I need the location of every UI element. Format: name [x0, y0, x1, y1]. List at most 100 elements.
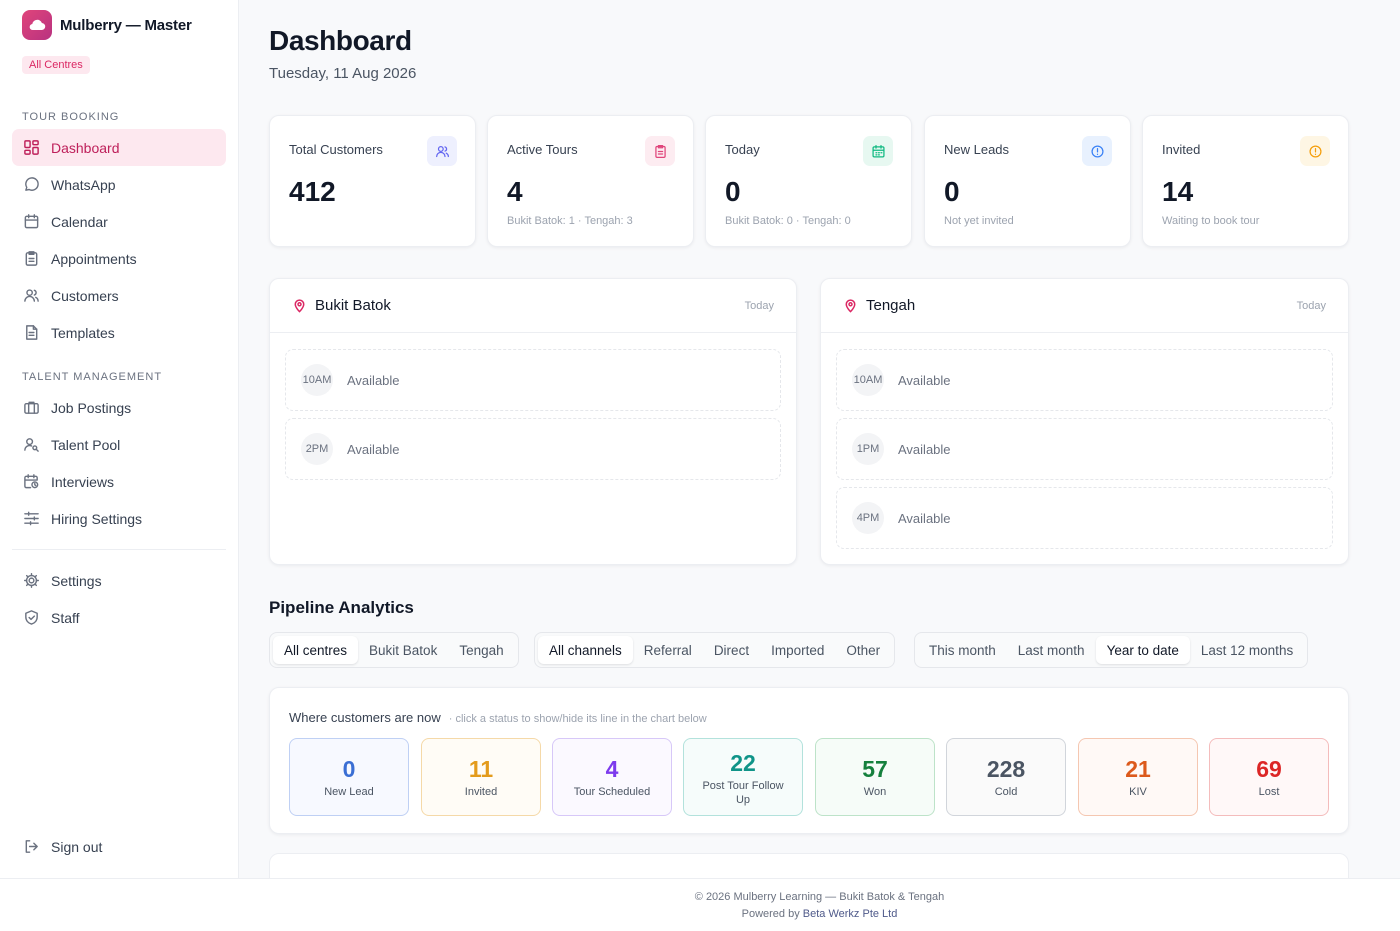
sliders-icon: [22, 510, 40, 528]
filter-tengah[interactable]: Tengah: [459, 642, 504, 658]
time-slot[interactable]: 10AM Available: [285, 349, 781, 411]
sidebar-item-customers[interactable]: Customers: [12, 277, 226, 314]
centre-card-tengah: Tengah Today 10AM Available 1PM Availabl…: [820, 278, 1349, 565]
status-title-text: Where customers are now: [289, 710, 441, 725]
stat-label: Active Tours: [507, 142, 578, 157]
sign-out-button[interactable]: Sign out: [12, 828, 226, 865]
users-icon: [22, 287, 40, 305]
page-title: Dashboard: [269, 25, 412, 56]
centre-day-label: Today: [1296, 299, 1326, 312]
user-search-icon: [22, 436, 40, 454]
calendar-icon: [863, 136, 893, 166]
users-icon: [427, 136, 457, 166]
status-label: Invited: [464, 786, 498, 798]
time-slot[interactable]: 2PM Available: [285, 418, 781, 480]
status-label: Tour Scheduled: [573, 786, 651, 798]
stat-label: Today: [725, 142, 760, 157]
slot-status: Available: [347, 372, 400, 388]
filter-referral[interactable]: Referral: [643, 642, 692, 658]
sidebar-item-whatsapp[interactable]: WhatsApp: [12, 166, 226, 203]
centre-header: Tengah Today: [821, 279, 1348, 333]
status-box-kiv[interactable]: 21 KIV: [1078, 738, 1198, 816]
status-count: 4: [605, 756, 619, 782]
briefcase-icon: [22, 399, 40, 417]
filter-other[interactable]: Other: [846, 642, 881, 658]
cloud-logo-icon: [22, 10, 52, 40]
status-label: Cold: [994, 786, 1018, 798]
status-summary-card: Where customers are now · click a status …: [269, 687, 1349, 834]
stat-card-invited[interactable]: Invited 14 Waiting to book tour: [1142, 115, 1349, 247]
status-label: Won: [863, 786, 887, 798]
status-box-post-tour-follow-up[interactable]: 22 Post Tour Follow Up: [683, 738, 803, 816]
sign-out-icon: [22, 838, 40, 856]
sidebar-item-label: Talent Pool: [51, 436, 121, 453]
alert-circle-icon: [1082, 136, 1112, 166]
status-box-tour-scheduled[interactable]: 4 Tour Scheduled: [552, 738, 672, 816]
stat-card-new-leads[interactable]: New Leads 0 Not yet invited: [924, 115, 1131, 247]
page-date: Tuesday, 11 Aug 2026: [269, 65, 417, 82]
slot-time: 4PM: [852, 502, 884, 534]
centre-card-bukit-batok: Bukit Batok Today 10AM Available 2PM Ava…: [269, 278, 797, 565]
sidebar-divider: [12, 549, 226, 550]
filter-this-month[interactable]: This month: [929, 642, 996, 658]
stat-value: 0: [725, 176, 741, 207]
status-count: 22: [730, 750, 756, 776]
status-count: 228: [986, 756, 1026, 782]
stat-value: 412: [289, 176, 336, 207]
sidebar-item-settings[interactable]: Settings: [12, 562, 226, 599]
filter-direct[interactable]: Direct: [713, 642, 750, 658]
filter-year-to-date[interactable]: Year to date: [1095, 636, 1190, 664]
sidebar-item-staff[interactable]: Staff: [12, 599, 226, 636]
sidebar-item-interviews[interactable]: Interviews: [12, 463, 226, 500]
time-slot[interactable]: 4PM Available: [836, 487, 1333, 549]
stat-card-today[interactable]: Today 0 Bukit Batok: 0 · Tengah: 0: [705, 115, 912, 247]
stat-sub: Bukit Batok: 1 · Tengah: 3: [507, 215, 633, 227]
clipboard-icon: [645, 136, 675, 166]
status-box-invited[interactable]: 11 Invited: [421, 738, 541, 816]
footer-powered: Powered by Beta Werkz Pte Ltd: [0, 908, 1400, 920]
time-slot[interactable]: 10AM Available: [836, 349, 1333, 411]
stat-card-active-tours[interactable]: Active Tours 4 Bukit Batok: 1 · Tengah: …: [487, 115, 694, 247]
sidebar-item-templates[interactable]: Templates: [12, 314, 226, 351]
status-count: 21: [1125, 756, 1151, 782]
sidebar-item-label: WhatsApp: [51, 176, 116, 193]
brand[interactable]: Mulberry — Master: [0, 0, 238, 40]
status-box-new-lead[interactable]: 0 New Lead: [289, 738, 409, 816]
sidebar-item-label: Interviews: [51, 473, 115, 490]
filter-bukit-batok[interactable]: Bukit Batok: [369, 642, 438, 658]
status-box-lost[interactable]: 69 Lost: [1209, 738, 1329, 816]
sidebar-item-label: Job Postings: [51, 399, 132, 416]
status-count: 69: [1256, 756, 1282, 782]
main-content: Dashboard Tuesday, 11 Aug 2026 Total Cus…: [239, 0, 1400, 878]
slot-time: 1PM: [852, 433, 884, 465]
centre-badge[interactable]: All Centres: [22, 56, 90, 74]
sidebar: Mulberry — Master All Centres Tour Booki…: [0, 0, 239, 878]
status-count: 57: [862, 756, 888, 782]
sidebar-item-dashboard[interactable]: Dashboard: [12, 129, 226, 166]
slot-status: Available: [898, 372, 951, 388]
sidebar-item-job-postings[interactable]: Job Postings: [12, 389, 226, 426]
filter-imported[interactable]: Imported: [771, 642, 825, 658]
brand-title: Mulberry — Master: [60, 16, 192, 34]
sidebar-item-talent-pool[interactable]: Talent Pool: [12, 426, 226, 463]
stat-label: Invited: [1162, 142, 1201, 157]
sidebar-item-label: Appointments: [51, 250, 137, 267]
footer-powered-link[interactable]: Beta Werkz Pte Ltd: [802, 908, 898, 920]
sidebar-item-appointments[interactable]: Appointments: [12, 240, 226, 277]
filter-last-month[interactable]: Last month: [1017, 642, 1085, 658]
filter-all-centres[interactable]: All centres: [273, 636, 359, 664]
centre-name: Bukit Batok: [315, 297, 391, 314]
status-box-won[interactable]: 57 Won: [815, 738, 935, 816]
sidebar-item-label: Customers: [51, 287, 119, 304]
slot-status: Available: [347, 441, 400, 457]
status-box-cold[interactable]: 228 Cold: [946, 738, 1066, 816]
filter-last-12-months[interactable]: Last 12 months: [1200, 642, 1294, 658]
sidebar-item-hiring-settings[interactable]: Hiring Settings: [12, 500, 226, 537]
stat-card-total-customers[interactable]: Total Customers 412: [269, 115, 476, 247]
calendar-icon: [22, 213, 40, 231]
sidebar-item-calendar[interactable]: Calendar: [12, 203, 226, 240]
section-label-tour-booking: Tour Booking: [22, 111, 120, 123]
time-slot[interactable]: 1PM Available: [836, 418, 1333, 480]
filter-all-channels[interactable]: All channels: [538, 636, 633, 664]
map-pin-icon: [294, 299, 305, 313]
